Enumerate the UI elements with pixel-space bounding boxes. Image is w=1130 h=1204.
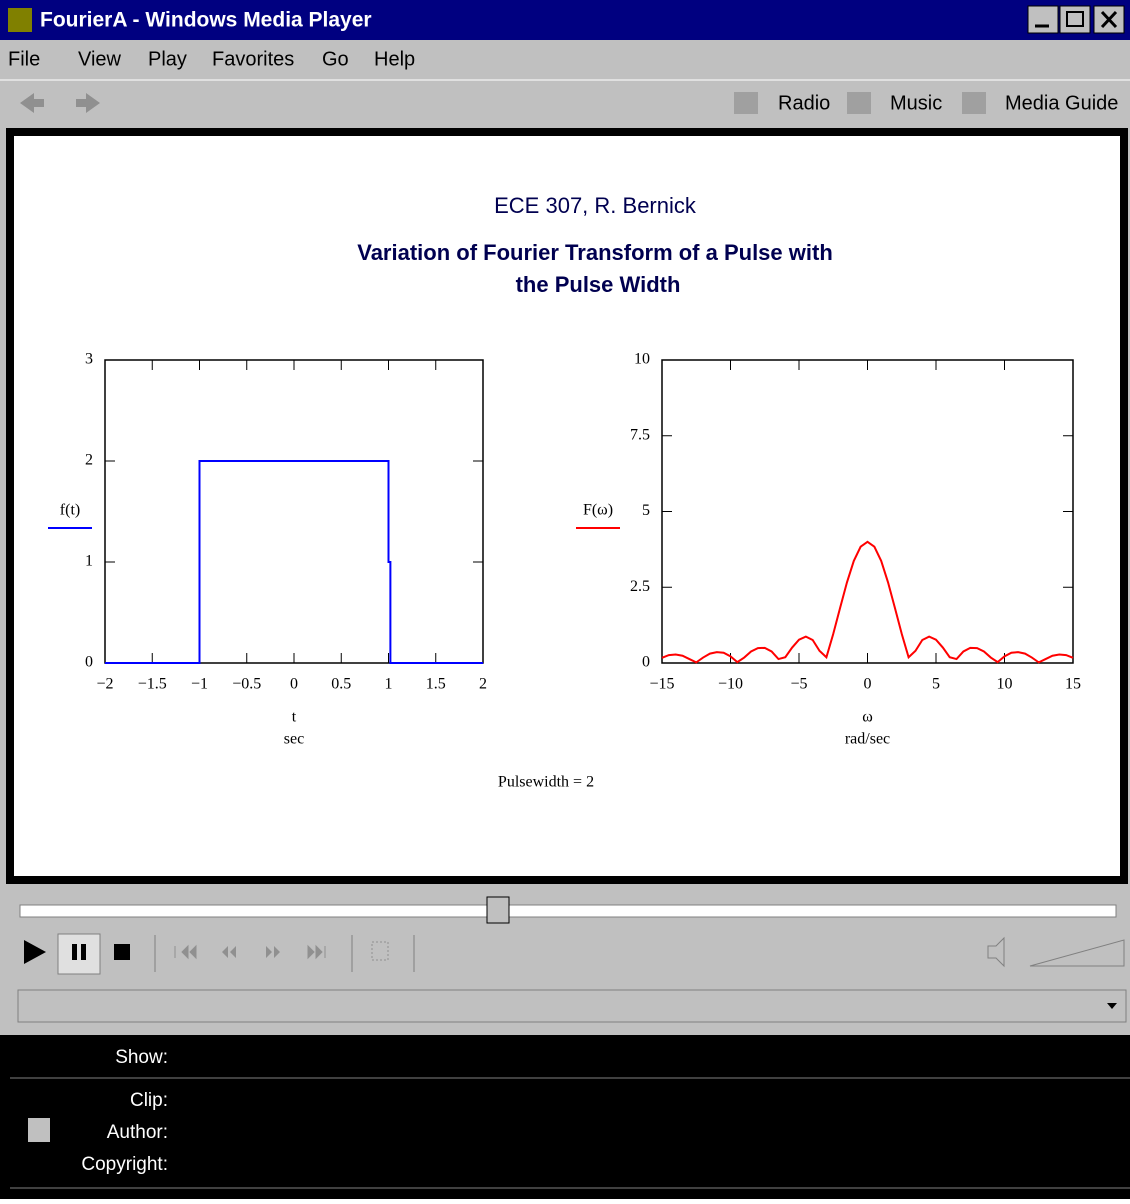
- x-tick-label: 5: [932, 676, 940, 693]
- menu-item[interactable]: Play: [148, 48, 187, 70]
- page: {"window":{"title":"FourierA - Windows M…: [0, 0, 1130, 1199]
- copyright-label: Copyright:: [81, 1154, 168, 1175]
- menu-item[interactable]: View: [78, 48, 122, 70]
- x-tick-label: 0: [864, 676, 872, 693]
- minimize-button[interactable]: [1028, 6, 1058, 33]
- x-tick-label: 0.5: [331, 676, 351, 693]
- x-tick-label: 0: [290, 676, 298, 693]
- x-axis-label: t: [292, 709, 297, 726]
- clip-icon: [28, 1118, 50, 1142]
- y-axis-label: F(ω): [583, 502, 613, 519]
- window: FourierA - Windows Media Player File View…: [0, 0, 1130, 1199]
- x-tick-label: −15: [649, 676, 674, 693]
- x-tick-label: −1: [191, 676, 208, 693]
- footer: Pulsewidth = 2: [498, 774, 594, 791]
- x-tick-label: −10: [718, 676, 743, 693]
- x-axis-label: ω: [862, 709, 873, 726]
- info-panel: [0, 1035, 1130, 1199]
- y-tick-label: 0: [642, 654, 650, 671]
- x-tick-label: −1.5: [138, 676, 167, 693]
- maximize-button[interactable]: [1060, 6, 1090, 33]
- x-tick-label: −5: [790, 676, 807, 693]
- window-title: FourierA - Windows Media Player: [40, 9, 372, 32]
- menu-item[interactable]: Favorites: [212, 48, 294, 70]
- toolbar-icon: [962, 92, 986, 114]
- x-tick-label: −0.5: [232, 676, 261, 693]
- menu-item[interactable]: Help: [374, 48, 415, 70]
- y-tick-label: 3: [85, 351, 93, 368]
- seek-thumb[interactable]: [487, 897, 509, 923]
- y-axis-label: f(t): [60, 502, 80, 519]
- seek-bar[interactable]: [20, 905, 1116, 917]
- y-tick-label: 2: [85, 452, 93, 469]
- toolbar-item[interactable]: Music: [890, 92, 942, 114]
- pause-glyph: [81, 944, 86, 960]
- stop-button[interactable]: [114, 944, 130, 960]
- y-tick-label: 10: [634, 351, 650, 368]
- x-tick-label: 1: [385, 676, 393, 693]
- x-tick-label: −2: [96, 676, 113, 693]
- clip-label: Clip:: [130, 1090, 168, 1111]
- slide-title: Variation of Fourier Transform of a Puls…: [357, 240, 833, 265]
- y-tick-label: 2.5: [630, 578, 650, 595]
- show-label: Show:: [115, 1047, 168, 1068]
- toolbar: Radio Music Media Guide: [734, 92, 1118, 114]
- author-label: Author:: [107, 1122, 168, 1143]
- x-axis-unit: sec: [284, 731, 304, 748]
- pause-button[interactable]: [58, 934, 100, 974]
- slide-title: the Pulse Width: [516, 272, 681, 297]
- x-tick-label: 15: [1065, 676, 1081, 693]
- menu-item[interactable]: Go: [322, 48, 349, 70]
- toolbar-icon: [847, 92, 871, 114]
- menu-item[interactable]: File: [8, 48, 40, 70]
- x-tick-label: 2: [479, 676, 487, 693]
- y-tick-label: 5: [642, 502, 650, 519]
- y-tick-label: 1: [85, 553, 93, 570]
- dropdown[interactable]: [18, 990, 1126, 1022]
- y-tick-label: 7.5: [630, 426, 650, 443]
- x-axis-unit: rad/sec: [845, 731, 890, 748]
- toolbar-item[interactable]: Media Guide: [1005, 92, 1118, 114]
- app-icon: [8, 8, 32, 32]
- toolbar-icon: [734, 92, 758, 114]
- window-buttons[interactable]: [1028, 6, 1124, 33]
- x-tick-label: 1.5: [426, 676, 446, 693]
- toolbar-item[interactable]: Radio: [778, 92, 830, 114]
- header: ECE 307, R. Bernick: [494, 193, 697, 218]
- pause-glyph: [72, 944, 77, 960]
- y-tick-label: 0: [85, 654, 93, 671]
- x-tick-label: 10: [997, 676, 1013, 693]
